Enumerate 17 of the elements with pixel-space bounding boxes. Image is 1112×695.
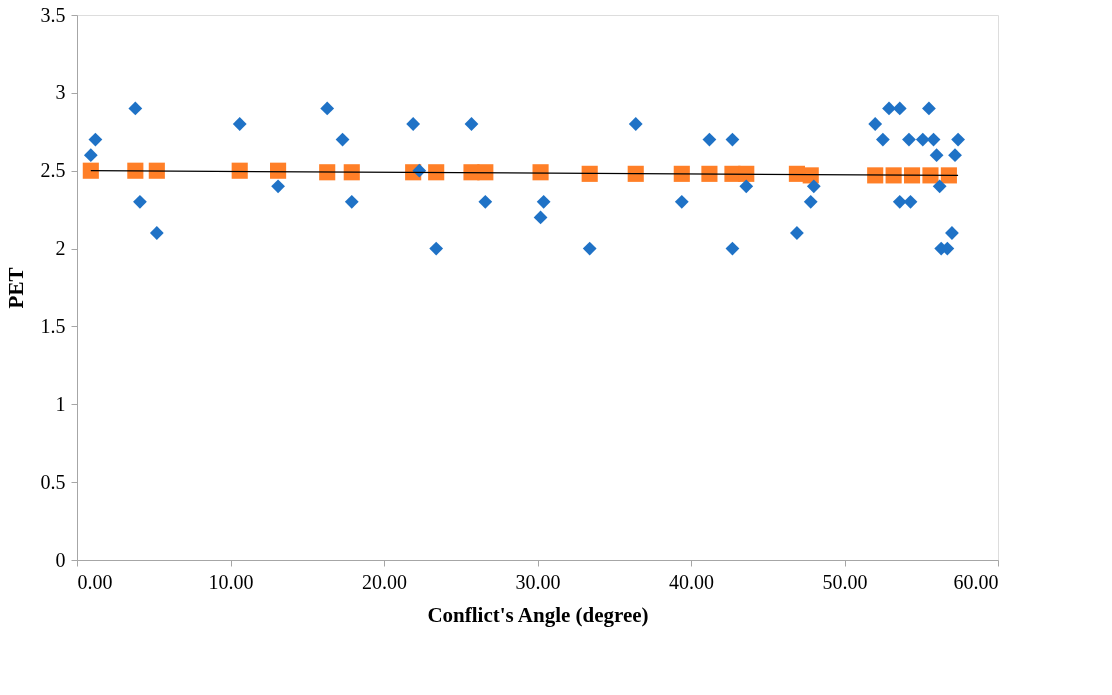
y-tick-label: 1.5 bbox=[40, 314, 66, 337]
x-tick-label: 40.00 bbox=[669, 570, 714, 593]
y-tick-label: 2.5 bbox=[40, 159, 66, 182]
x-tick-label: 0.00 bbox=[77, 570, 113, 593]
x-axis-title: Conflict's Angle (degree) bbox=[427, 602, 649, 627]
y-tick-label: 2 bbox=[55, 237, 66, 260]
y-axis-title: PET bbox=[3, 267, 28, 309]
y-tick-label: 3 bbox=[55, 81, 66, 104]
x-tick-label: 30.00 bbox=[515, 570, 561, 593]
y-tick-label: 0.5 bbox=[40, 470, 66, 493]
x-tick-label: 60.00 bbox=[953, 570, 999, 593]
y-tick-label: 0 bbox=[55, 548, 66, 571]
x-tick-label: 10.00 bbox=[208, 570, 254, 593]
y-tick-label: 3.5 bbox=[40, 3, 66, 26]
x-tick-label: 50.00 bbox=[822, 570, 868, 593]
y-tick-label: 1 bbox=[55, 392, 66, 415]
x-tick-label: 20.00 bbox=[362, 570, 407, 593]
